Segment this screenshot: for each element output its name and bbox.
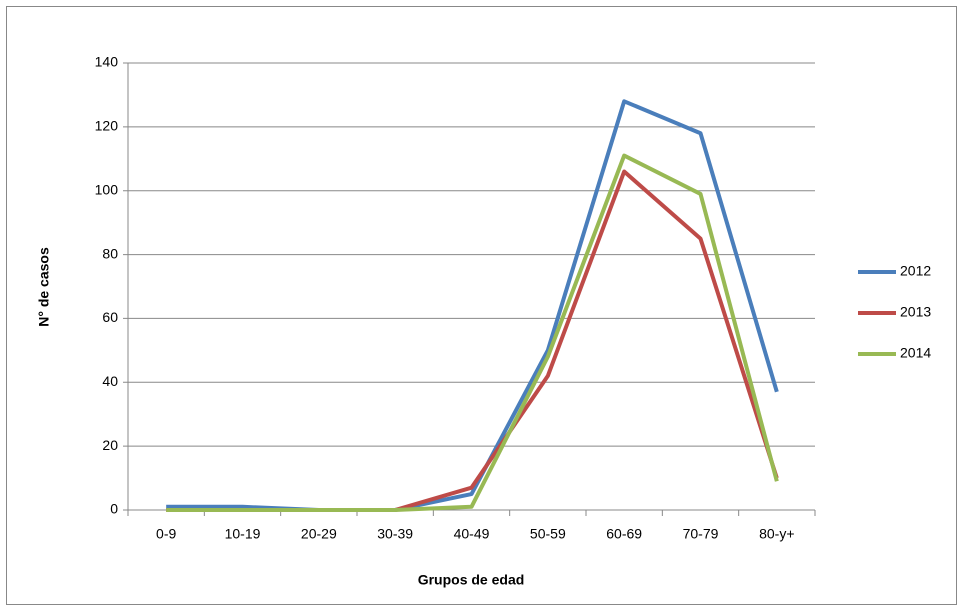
x-tick-label: 20-29 [301, 526, 337, 542]
legend-label: 2012 [900, 263, 931, 279]
y-tick-label: 140 [95, 54, 119, 70]
data-line [166, 153, 779, 512]
x-tick-label: 0-9 [156, 526, 176, 542]
legend-label: 2013 [900, 304, 931, 320]
x-tick-label: 30-39 [377, 526, 413, 542]
chart-border [6, 6, 957, 605]
x-axis-label: Grupos de edad [418, 572, 525, 588]
x-tick-label: 50-59 [530, 526, 566, 542]
x-tick-label: 60-69 [606, 526, 642, 542]
x-tick-label: 10-19 [225, 526, 261, 542]
y-tick-label: 20 [102, 437, 118, 453]
x-tick-label: 40-49 [454, 526, 490, 542]
y-tick-label: 40 [102, 373, 118, 389]
y-tick-label: 60 [102, 309, 118, 325]
x-tick-label: 70-79 [683, 526, 719, 542]
y-tick-label: 80 [102, 245, 118, 261]
y-tick-label: 100 [95, 181, 119, 197]
y-axis-label: N° de casos [36, 247, 52, 327]
legend-label: 2014 [900, 345, 931, 361]
y-tick-label: 120 [95, 118, 119, 134]
y-tick-label: 0 [110, 501, 118, 517]
x-tick-label: 80-y+ [759, 526, 794, 542]
data-line [166, 99, 779, 512]
